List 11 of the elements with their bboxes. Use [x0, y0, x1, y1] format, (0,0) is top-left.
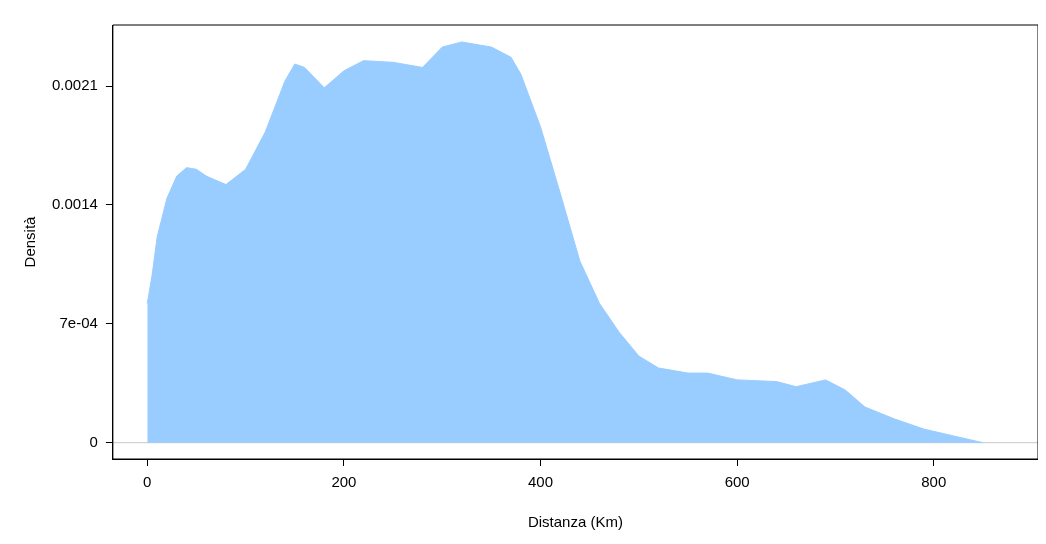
x-tick-label: 600	[724, 473, 750, 491]
x-tick-label: 400	[528, 473, 554, 491]
x-axis-title: Distanza (Km)	[527, 513, 623, 531]
y-tick-label: 7e-04	[59, 313, 98, 331]
x-tick-label: 200	[331, 473, 357, 491]
x-tick-label: 0	[143, 473, 152, 491]
y-tick-label: 0	[89, 432, 98, 450]
y-tick-label: 0.0014	[51, 195, 98, 213]
x-tick-label: 800	[921, 473, 947, 491]
y-tick-label: 0.0021	[51, 76, 98, 94]
y-axis-title: Densità	[21, 215, 39, 268]
